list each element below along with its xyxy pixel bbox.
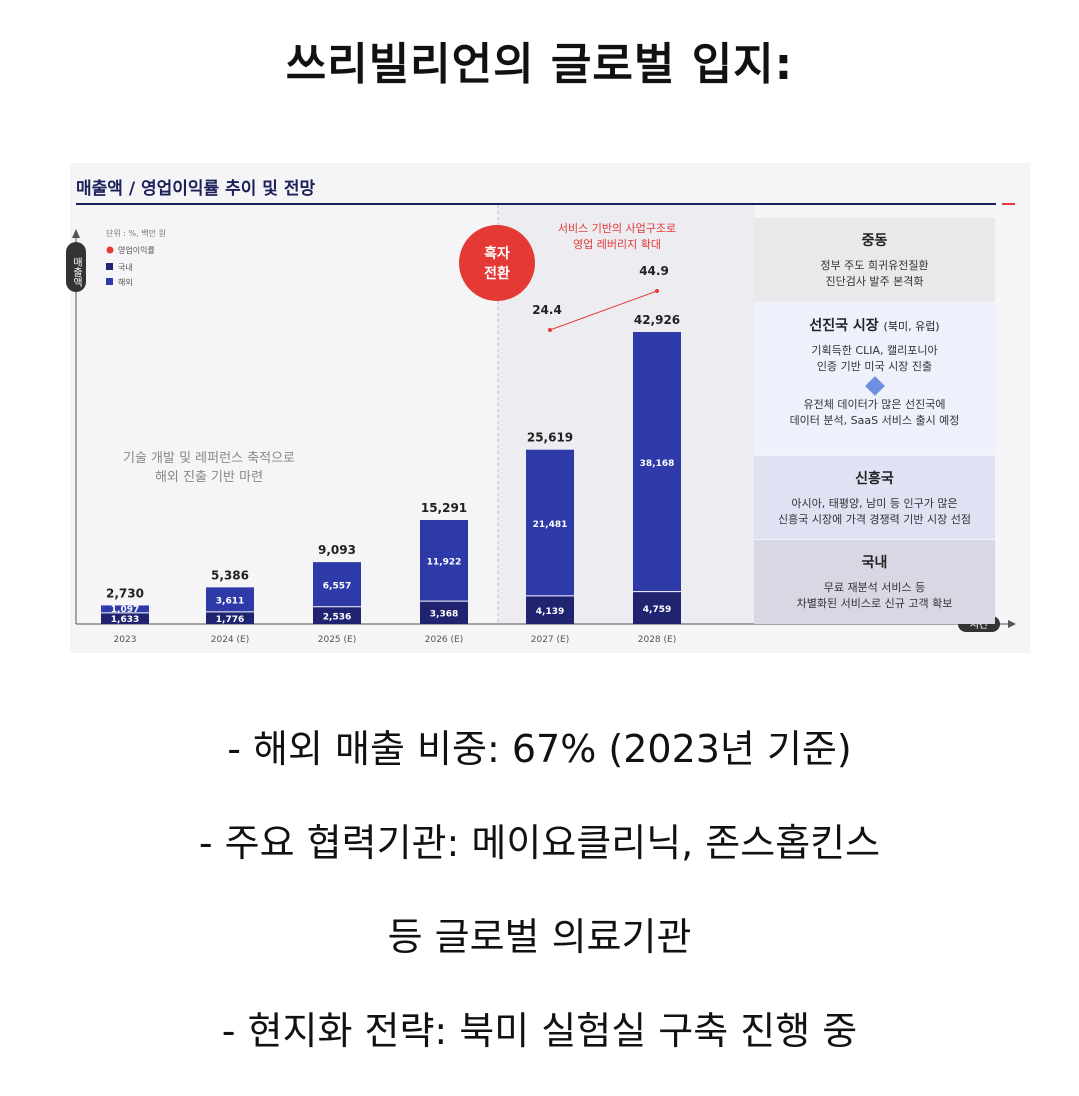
side-panel-title: 선진국 시장 (북미, 유럽) [754, 315, 995, 335]
margin-line [549, 290, 658, 331]
bar-overseas [526, 449, 574, 596]
y-axis-label: 매출액 [71, 257, 83, 287]
side-panel-title-main: 선진국 시장 [809, 318, 879, 334]
bar-overseas-label: 38,168 [640, 459, 675, 469]
y-axis-arrow-icon [72, 229, 80, 238]
y-axis-label-pill [66, 242, 86, 292]
bar-overseas-label: 21,481 [533, 520, 568, 530]
bar-total-label: 25,619 [527, 431, 573, 445]
x-tick-label: 2026 (E) [425, 635, 463, 645]
unit-note: 단위 : %, 백만 원 [106, 228, 166, 238]
bar-domestic-label: 2,536 [323, 612, 351, 622]
margin-label: 44.9 [639, 264, 669, 278]
x-tick-label: 2024 (E) [211, 635, 249, 645]
bar-domestic [101, 612, 149, 624]
side-panel-title-sub: (북미, 유럽) [883, 320, 940, 333]
red-note-line: 서비스 기반의 사업구조로 [558, 222, 676, 235]
plus-icon [864, 376, 885, 396]
margin-label: 24.4 [532, 303, 562, 317]
margin-point [548, 328, 552, 332]
bar-overseas [206, 587, 254, 612]
bullet-partners-cont: 등 글로벌 의료기관 [387, 915, 692, 959]
side-panel-line: 인증 기반 미국 시장 진출 [816, 360, 933, 373]
bar-domestic-label: 3,368 [430, 610, 458, 620]
legend-domestic-label: 국내 [118, 263, 133, 272]
bar-domestic-label: 4,759 [643, 605, 671, 615]
bullet-overseas-share: - 해외 매출 비중: 67% (2023년 기준) [227, 727, 852, 771]
margin-point [655, 289, 659, 293]
bar-overseas-label: 3,611 [216, 597, 244, 607]
bar-total-label: 15,291 [421, 501, 467, 515]
side-panel-title: 중동 [861, 233, 888, 249]
side-panel-line: 아시아, 태평양, 남미 등 인구가 많은 [791, 497, 958, 510]
chart-title: 매출액 / 영업이익률 추이 및 전망 [76, 179, 316, 199]
bar-overseas-label: 11,922 [427, 558, 462, 568]
side-panel-line: 데이터 분석, SaaS 서비스 출시 예정 [789, 414, 960, 427]
side-panel-emerging: 신흥국 아시아, 태평양, 남미 등 인구가 많은 신흥국 시장에 가격 경쟁력… [754, 456, 995, 539]
legend-overseas-label: 해외 [118, 277, 133, 287]
bar-overseas [313, 562, 361, 607]
bullet-partners: - 주요 협력기관: 메이요클리닉, 존스홉킨스 [198, 821, 881, 865]
legend-domestic-marker [106, 263, 113, 270]
bar-domestic-label: 1,633 [111, 615, 139, 625]
side-panel-title: 신흥국 [855, 471, 894, 487]
bar-overseas [633, 331, 681, 592]
x-tick-label: 2025 (E) [318, 635, 356, 645]
bar-total-label: 9,093 [318, 543, 356, 557]
bar-overseas [420, 519, 468, 602]
side-panel-line: 진단검사 발주 본격화 [825, 275, 924, 288]
bar-overseas [101, 605, 149, 613]
side-panel-line: 정부 주도 희귀유전질환 [820, 259, 929, 272]
side-panel-line: 기획득한 CLIA, 캘리포니아 [811, 344, 938, 357]
side-panel-line: 신흥국 시장에 가격 경쟁력 기반 시장 선점 [777, 513, 972, 526]
profit-badge-line: 전환 [484, 265, 510, 282]
profit-badge [459, 225, 535, 301]
bar-overseas-label: 6,557 [323, 581, 351, 591]
bar-total-label: 42,926 [634, 313, 680, 327]
red-note-line: 영업 레버리지 확대 [573, 238, 661, 251]
bullet-localization: - 현지화 전략: 북미 실험실 구축 진행 중 [221, 1009, 858, 1053]
bar-domestic-label: 4,139 [536, 607, 564, 617]
profit-badge-line: 흑자 [484, 245, 510, 262]
legend-margin-marker [106, 246, 114, 254]
side-panel-line: 차별화된 서비스로 신규 고객 확보 [796, 597, 953, 610]
x-tick-label: 2023 [114, 635, 137, 645]
bar-domestic [420, 601, 468, 624]
bar-domestic [633, 591, 681, 624]
x-tick-label: 2028 (E) [638, 635, 676, 645]
side-panel-line: 무료 재분석 서비스 등 [823, 581, 926, 594]
side-panel-domestic: 국내 무료 재분석 서비스 등 차별화된 서비스로 신규 고객 확보 [754, 540, 995, 624]
x-axis-arrow-icon [1008, 620, 1016, 628]
side-panel-middle-east: 중동 정부 주도 희귀유전질환 진단검사 발주 본격화 [754, 218, 995, 302]
page-title: 쓰리빌리언의 글로벌 입지: [285, 39, 794, 90]
bar-domestic [313, 606, 361, 624]
legend-overseas-marker [106, 278, 113, 285]
bar-total-label: 5,386 [211, 568, 249, 582]
side-panel-developed: 선진국 시장 (북미, 유럽) 기획득한 CLIA, 캘리포니아 인증 기반 미… [754, 303, 995, 455]
bar-domestic [206, 611, 254, 624]
bar-overseas-label: 1,097 [111, 605, 139, 615]
bar-total-label: 2,730 [106, 586, 144, 600]
bar-domestic-label: 1,776 [216, 615, 244, 625]
legend-margin-label: 영업이익률 [118, 245, 155, 255]
left-note-line: 해외 진출 기반 마련 [155, 470, 263, 485]
left-note-line: 기술 개발 및 레퍼런스 축적으로 [123, 451, 295, 466]
bar-domestic [526, 595, 574, 624]
side-panel-title: 국내 [861, 555, 888, 571]
x-tick-label: 2027 (E) [531, 635, 569, 645]
side-panel-line: 유전체 데이터가 많은 선진국에 [803, 398, 946, 411]
